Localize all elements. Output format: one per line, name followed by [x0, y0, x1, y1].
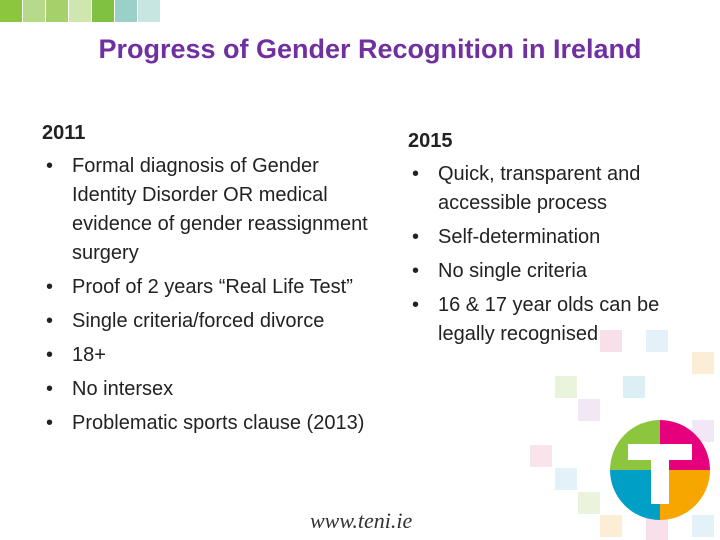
bullet-list: Formal diagnosis of Gender Identity Diso… [42, 152, 387, 438]
bullet-list: Quick, transparent and accessible proces… [408, 160, 708, 349]
bullet-item: Self-determination [408, 223, 708, 252]
column-heading: 2015 [408, 130, 453, 152]
bullet-item: 16 & 17 year olds can be legally recogni… [408, 291, 708, 349]
bullet-item: Problematic sports clause (2013) [42, 409, 387, 438]
column-heading: 2011 [42, 122, 86, 144]
bullet-item: Quick, transparent and accessible proces… [408, 160, 708, 218]
bullet-item: 18+ [42, 341, 387, 370]
column: 2011 Formal diagnosis of Gender Identity … [42, 120, 387, 443]
bullet-item: No intersex [42, 375, 387, 404]
column: 2015 Quick, transparent and accessible pr… [408, 128, 708, 354]
bullet-item: Single criteria/forced divorce [42, 307, 387, 336]
footer-url: www.teni.ie [310, 508, 413, 533]
bullet-item: Proof of 2 years “Real Life Test” [42, 273, 387, 302]
bullet-item: Formal diagnosis of Gender Identity Diso… [42, 152, 387, 268]
slide-title: Progress of Gender Recognition in Irelan… [98, 34, 642, 64]
bullet-item: No single criteria [408, 257, 708, 286]
